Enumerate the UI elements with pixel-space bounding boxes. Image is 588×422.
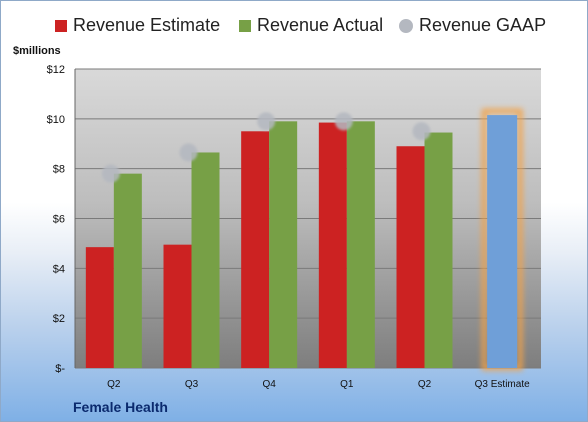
x-tick-label: Q4: [262, 379, 276, 390]
legend: Revenue Estimate Revenue Actual Revenue …: [1, 15, 587, 41]
x-tick-label: Q2: [107, 379, 121, 390]
bar-revenue-actual: [269, 121, 298, 368]
gaap-marker: [257, 112, 276, 131]
x-tick-label: Q1: [340, 379, 354, 390]
legend-label-estimate: Revenue Estimate: [73, 15, 221, 35]
bar-revenue-estimate: [163, 244, 192, 368]
legend-swatch-estimate: [55, 19, 67, 32]
legend-label-gaap: Revenue GAAP: [419, 15, 547, 35]
legend-label-actual: Revenue Actual: [257, 15, 384, 35]
y-axis-unit-label: $millions: [13, 45, 61, 57]
bar-revenue-actual: [191, 152, 220, 368]
legend-item-revenue-gaap: Revenue GAAP: [399, 15, 546, 36]
y-tick-label: $12: [47, 64, 65, 76]
bar-q3-estimate: [487, 115, 518, 369]
bar-revenue-actual: [113, 173, 142, 368]
y-tick-label: $2: [53, 313, 65, 325]
y-tick-label: $6: [53, 214, 65, 226]
bar-revenue-estimate: [396, 146, 425, 368]
company-name: Female Health: [73, 399, 168, 415]
gaap-marker: [412, 122, 431, 141]
bar-revenue-estimate: [318, 122, 347, 368]
y-tick-label: $8: [53, 164, 65, 176]
bar-revenue-estimate: [241, 131, 270, 368]
legend-swatch-actual: [239, 19, 251, 32]
x-tick-label: Q2: [418, 379, 432, 390]
gaap-marker: [179, 143, 198, 162]
gaap-marker: [101, 164, 120, 183]
y-tick-label: $-: [55, 363, 65, 375]
x-tick-label: Q3 Estimate: [475, 379, 530, 390]
y-tick-label: $4: [53, 263, 65, 275]
x-tick-label: Q3: [185, 379, 199, 390]
legend-item-revenue-estimate: Revenue Estimate: [55, 15, 220, 36]
bar-revenue-actual: [424, 132, 453, 368]
legend-item-revenue-actual: Revenue Actual: [239, 15, 383, 36]
gaap-marker: [334, 112, 353, 131]
bar-revenue-estimate: [85, 247, 114, 368]
bar-revenue-actual: [346, 121, 375, 368]
legend-swatch-gaap: [399, 18, 413, 33]
y-tick-label: $10: [47, 114, 65, 126]
